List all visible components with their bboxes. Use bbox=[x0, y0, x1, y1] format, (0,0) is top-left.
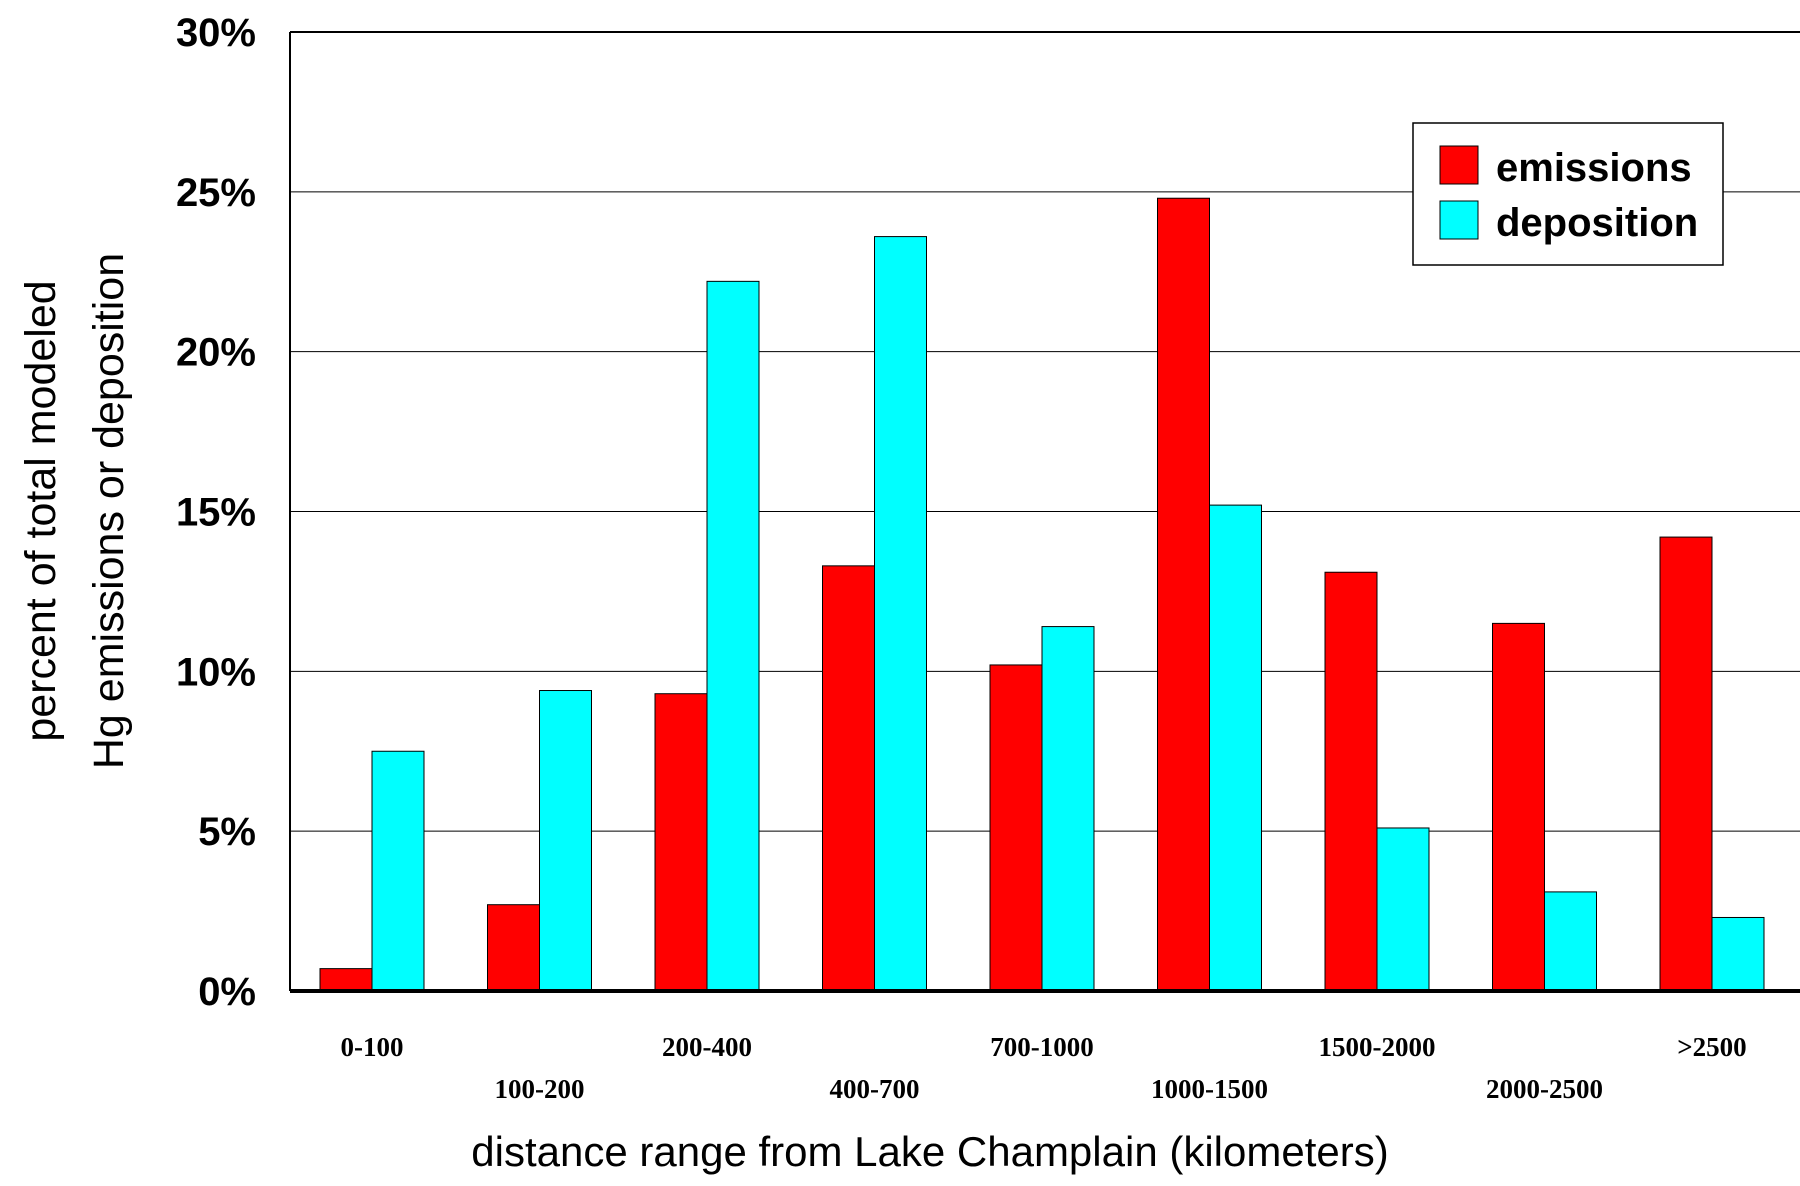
y-tick-label: 25% bbox=[176, 171, 256, 215]
legend-box bbox=[1412, 122, 1724, 266]
axes bbox=[289, 31, 1800, 993]
x-axis-label: distance range from Lake Champlain (kilo… bbox=[471, 1128, 1388, 1175]
bar-emissions bbox=[319, 968, 373, 992]
y-tick-label: 10% bbox=[176, 650, 256, 694]
bar-emissions bbox=[822, 565, 875, 992]
x-tick-label: 0-100 bbox=[341, 1032, 404, 1062]
legend: emissions deposition bbox=[1412, 122, 1724, 266]
y-tick-labels: 0% 5% 10% 15% 20% 25% 30% bbox=[176, 11, 256, 1014]
bar-emissions bbox=[1492, 622, 1545, 992]
x-tick-label: >2500 bbox=[1677, 1032, 1746, 1062]
x-tick-label: 400-700 bbox=[830, 1074, 920, 1104]
legend-label-deposition: deposition bbox=[1496, 201, 1698, 245]
bar-emissions bbox=[487, 904, 540, 992]
x-tick-label: 1500-2000 bbox=[1319, 1032, 1436, 1062]
bar-deposition bbox=[1544, 891, 1597, 992]
legend-label-emissions: emissions bbox=[1496, 146, 1692, 190]
bar-deposition bbox=[706, 280, 760, 992]
gridlines bbox=[290, 191, 1800, 832]
bar-deposition bbox=[1711, 916, 1765, 992]
y-tick-label: 30% bbox=[176, 11, 256, 55]
y-axis-label-line2: Hg emissions or deposition bbox=[85, 253, 133, 769]
y-tick-label: 15% bbox=[176, 491, 256, 535]
bar-deposition bbox=[371, 750, 425, 992]
x-tick-labels: 0-100 100-200 200-400 400-700 700-1000 1000-1… bbox=[341, 1032, 1747, 1104]
bar-deposition bbox=[539, 690, 592, 992]
bar-deposition bbox=[1376, 827, 1430, 992]
legend-swatch-deposition bbox=[1439, 200, 1479, 240]
x-tick-label: 200-400 bbox=[662, 1032, 752, 1062]
bar-emissions bbox=[989, 664, 1043, 992]
y-tick-label: 0% bbox=[198, 970, 256, 1014]
bar-emissions bbox=[1157, 197, 1210, 992]
bar-emissions bbox=[654, 693, 708, 992]
x-tick-label: 100-200 bbox=[495, 1074, 585, 1104]
bar-emissions bbox=[1659, 536, 1713, 992]
bar-emissions bbox=[1324, 571, 1378, 992]
y-tick-label: 5% bbox=[198, 810, 256, 854]
bar-deposition bbox=[874, 236, 927, 992]
bars bbox=[319, 197, 1765, 992]
x-tick-label: 2000-2500 bbox=[1486, 1074, 1603, 1104]
x-tick-label: 700-1000 bbox=[990, 1032, 1094, 1062]
x-tick-label: 1000-1500 bbox=[1151, 1074, 1268, 1104]
y-tick-label: 20% bbox=[176, 331, 256, 375]
bar-deposition bbox=[1209, 504, 1262, 992]
y-axis-label-line1: percent of total modeled bbox=[17, 280, 65, 741]
legend-swatch-emissions bbox=[1439, 145, 1479, 185]
bar-deposition bbox=[1041, 626, 1095, 992]
